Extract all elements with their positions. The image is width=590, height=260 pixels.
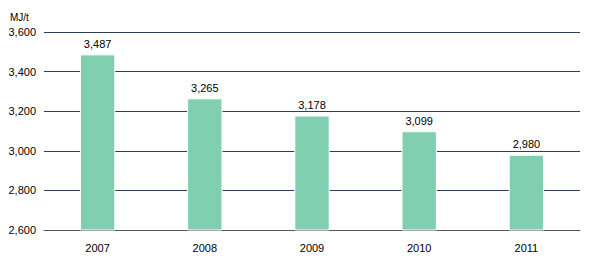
svg-text:2008: 2008	[193, 242, 217, 254]
svg-text:2010: 2010	[407, 242, 431, 254]
svg-text:3,000: 3,000	[8, 145, 36, 157]
svg-text:3,178: 3,178	[298, 99, 326, 111]
svg-text:3,200: 3,200	[8, 105, 36, 117]
svg-text:2,600: 2,600	[8, 224, 36, 236]
svg-text:3,487: 3,487	[84, 38, 112, 50]
svg-text:MJ/t: MJ/t	[10, 12, 29, 23]
svg-text:2,800: 2,800	[8, 184, 36, 196]
svg-text:2009: 2009	[300, 242, 324, 254]
svg-text:3,600: 3,600	[8, 26, 36, 38]
svg-text:3,400: 3,400	[8, 66, 36, 78]
svg-text:3,265: 3,265	[191, 82, 219, 94]
svg-text:2,980: 2,980	[513, 138, 541, 150]
svg-text:3,099: 3,099	[405, 115, 433, 127]
svg-text:2011: 2011	[515, 242, 539, 254]
svg-text:2007: 2007	[85, 242, 109, 254]
